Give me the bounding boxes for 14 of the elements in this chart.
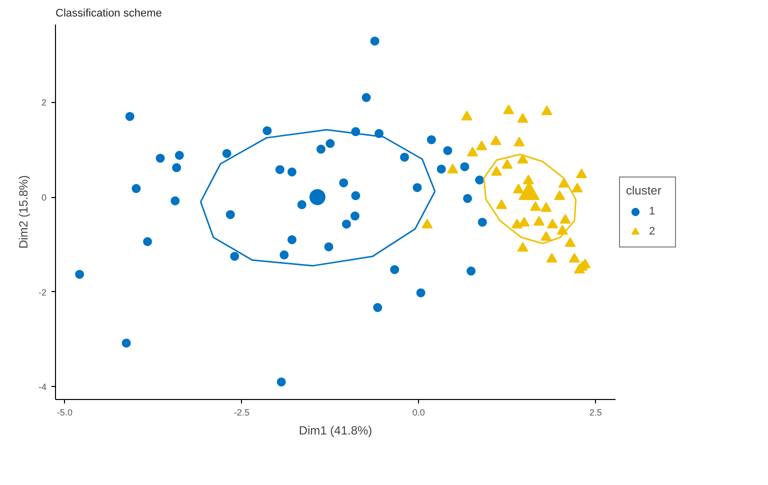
y-tick-label: 0 xyxy=(41,192,47,203)
legend-label: 1 xyxy=(649,205,656,217)
chart-title: Classification scheme xyxy=(56,8,162,20)
x-tick-label: 0.0 xyxy=(412,408,425,418)
y-tick-label: -4 xyxy=(38,382,47,392)
x-axis-title: Dim1 (41.8%) xyxy=(298,424,372,438)
y-tick-label: 2 xyxy=(41,98,47,108)
x-tick-label: -2.5 xyxy=(234,408,250,418)
x-tick-label: 2.5 xyxy=(589,408,602,418)
y-tick-label: -2 xyxy=(38,287,47,298)
legend-label: 2 xyxy=(649,225,656,237)
legend-title: cluster xyxy=(626,183,662,197)
y-axis-title: Dim2 (15.8%) xyxy=(16,175,30,249)
x-tick-label: -5.0 xyxy=(56,408,72,418)
